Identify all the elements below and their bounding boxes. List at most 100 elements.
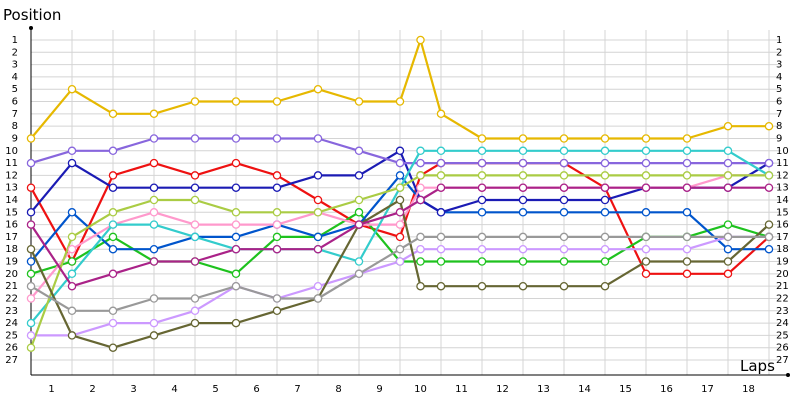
data-point bbox=[559, 183, 569, 192]
data-point bbox=[518, 244, 528, 254]
data-point bbox=[190, 318, 200, 328]
data-point bbox=[600, 158, 610, 168]
data-point bbox=[272, 232, 282, 242]
data-point bbox=[26, 269, 36, 279]
data-point bbox=[395, 171, 405, 180]
data-point bbox=[108, 232, 118, 242]
data-point bbox=[231, 244, 241, 254]
data-point bbox=[600, 171, 610, 180]
data-point bbox=[682, 244, 692, 254]
x-axis-title: Laps bbox=[740, 357, 775, 375]
y-tick-label-right: 14 bbox=[776, 195, 789, 206]
data-point bbox=[354, 171, 364, 180]
data-point bbox=[108, 318, 118, 328]
data-point bbox=[723, 244, 733, 254]
data-point bbox=[641, 269, 651, 279]
y-tick-label-right: 2 bbox=[776, 47, 782, 58]
data-point bbox=[190, 257, 200, 266]
data-point bbox=[26, 331, 36, 340]
data-point bbox=[559, 244, 569, 254]
chart-series bbox=[29, 38, 770, 349]
data-point bbox=[682, 146, 692, 156]
data-point bbox=[682, 158, 692, 168]
data-point bbox=[313, 281, 323, 291]
data-point bbox=[559, 158, 569, 168]
series-line bbox=[30, 235, 769, 312]
data-point bbox=[395, 257, 405, 266]
data-point bbox=[26, 208, 36, 217]
data-point bbox=[67, 84, 77, 94]
data-point bbox=[272, 171, 282, 180]
data-point bbox=[231, 220, 241, 229]
data-point bbox=[190, 97, 200, 106]
data-point bbox=[641, 158, 651, 168]
data-point bbox=[272, 97, 282, 106]
data-point bbox=[436, 244, 446, 254]
series-line bbox=[29, 174, 769, 349]
data-point bbox=[641, 257, 651, 266]
data-point bbox=[600, 232, 610, 242]
data-point bbox=[190, 171, 200, 180]
series-line bbox=[30, 174, 769, 263]
data-point bbox=[641, 183, 651, 192]
chart-grid bbox=[31, 30, 781, 375]
series-line bbox=[30, 137, 769, 165]
y-tick-label-right: 1 bbox=[776, 35, 782, 46]
data-point bbox=[149, 134, 159, 143]
data-point bbox=[477, 244, 487, 254]
data-point bbox=[436, 257, 446, 266]
data-point bbox=[723, 269, 733, 279]
data-point bbox=[416, 232, 425, 242]
data-point bbox=[354, 257, 364, 266]
data-point bbox=[559, 257, 569, 266]
y-tick-label-right: 23 bbox=[776, 306, 789, 317]
y-tick-label-left: 13 bbox=[5, 183, 18, 194]
data-point bbox=[149, 331, 159, 340]
y-tick-label-left: 12 bbox=[5, 170, 18, 181]
data-point bbox=[559, 171, 569, 180]
data-point bbox=[559, 281, 569, 291]
x-tick-label: 1 bbox=[48, 384, 54, 395]
data-point bbox=[190, 232, 200, 242]
chart-markers bbox=[26, 35, 774, 352]
data-point bbox=[641, 146, 651, 156]
data-point bbox=[641, 244, 651, 254]
data-point bbox=[149, 183, 159, 192]
data-point bbox=[723, 171, 733, 180]
data-point bbox=[518, 158, 528, 168]
data-point bbox=[559, 146, 569, 156]
data-point bbox=[436, 158, 446, 168]
data-point bbox=[313, 195, 323, 205]
y-tick-label-left: 8 bbox=[12, 121, 18, 132]
data-point bbox=[395, 232, 405, 242]
data-point bbox=[518, 208, 528, 217]
y-tick-label-right: 15 bbox=[776, 207, 789, 218]
data-point bbox=[416, 158, 425, 168]
y-tick-label-right: 12 bbox=[776, 170, 789, 181]
data-point bbox=[231, 232, 241, 242]
data-point bbox=[190, 220, 200, 229]
data-point bbox=[26, 281, 36, 291]
data-point bbox=[477, 158, 487, 168]
data-point bbox=[641, 134, 651, 143]
series-line bbox=[31, 235, 769, 337]
y-tick-label-right: 5 bbox=[776, 84, 782, 95]
data-point bbox=[272, 183, 282, 192]
data-point bbox=[477, 257, 487, 266]
data-point bbox=[67, 146, 77, 156]
data-point bbox=[26, 220, 36, 229]
data-point bbox=[641, 208, 651, 217]
data-point bbox=[395, 195, 405, 205]
data-point bbox=[436, 208, 446, 217]
data-point bbox=[682, 257, 692, 266]
data-point bbox=[272, 244, 282, 254]
y-tick-label-left: 11 bbox=[5, 158, 18, 169]
data-point bbox=[67, 208, 77, 217]
data-point bbox=[518, 183, 528, 192]
y-tick-label-left: 20 bbox=[5, 269, 18, 280]
data-point bbox=[231, 281, 241, 291]
data-point bbox=[682, 134, 692, 143]
x-tick-label: 8 bbox=[335, 384, 341, 395]
